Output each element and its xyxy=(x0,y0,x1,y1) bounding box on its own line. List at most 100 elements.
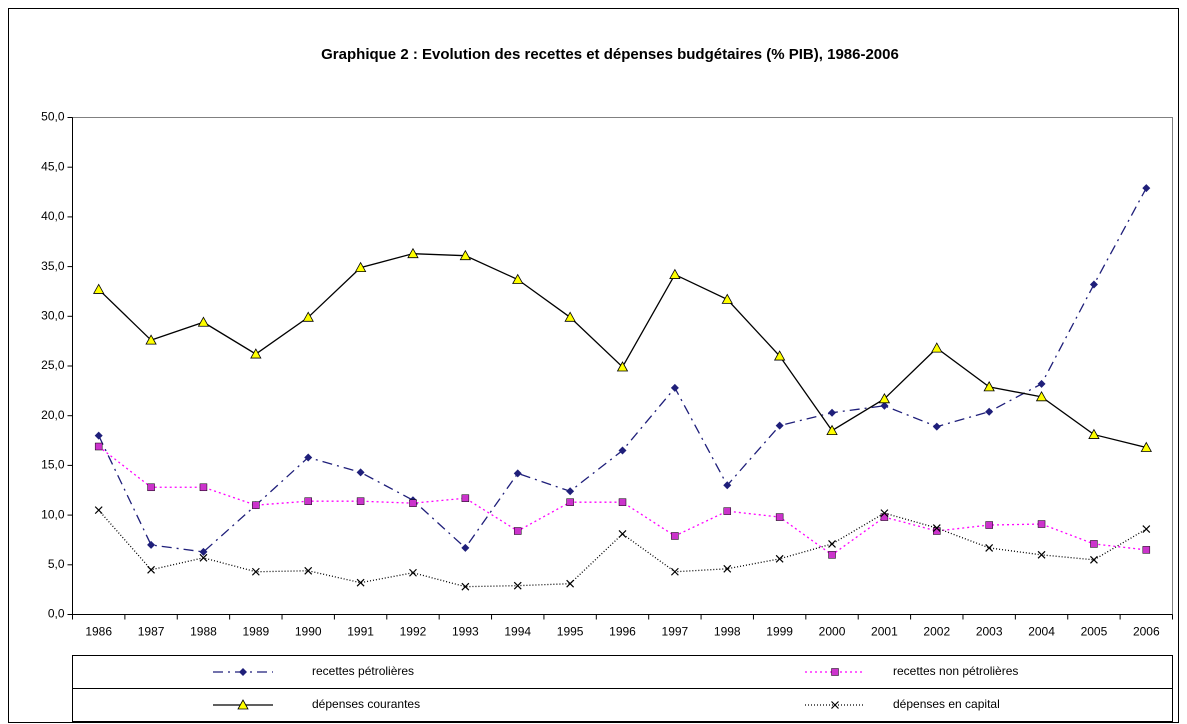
data-point xyxy=(1089,280,1098,289)
data-point xyxy=(1037,379,1046,388)
data-point xyxy=(147,565,155,574)
data-point xyxy=(618,530,627,538)
x-tick-label: 1986 xyxy=(85,625,112,639)
data-point xyxy=(461,582,470,591)
data-point xyxy=(304,566,313,575)
data-point xyxy=(670,567,679,576)
legend-label: recettes non pétrolières xyxy=(893,664,1018,678)
data-point xyxy=(199,553,208,562)
x-tick-label: 1994 xyxy=(504,625,531,639)
data-point xyxy=(356,497,365,505)
x-tick-label: 1993 xyxy=(452,625,479,639)
data-point xyxy=(409,568,417,577)
data-point xyxy=(932,524,941,532)
data-point xyxy=(94,431,103,440)
x-tick-label: 2005 xyxy=(1081,625,1108,639)
data-point xyxy=(564,311,576,322)
x-tick-label: 2000 xyxy=(819,625,846,639)
y-tick-label: 5,0 xyxy=(48,557,65,571)
data-point xyxy=(94,506,103,515)
data-point xyxy=(566,487,575,496)
y-tick-label: 45,0 xyxy=(41,159,65,173)
data-point xyxy=(147,540,156,549)
x-tick-label: 1991 xyxy=(347,625,374,639)
data-point xyxy=(828,408,837,417)
data-point xyxy=(880,509,889,518)
y-tick-label: 30,0 xyxy=(41,308,65,322)
x-tick-label: 1989 xyxy=(242,625,269,639)
data-point xyxy=(1090,540,1098,548)
x-tick-label: 1998 xyxy=(714,625,741,639)
data-point xyxy=(775,513,784,521)
data-point xyxy=(1140,441,1152,452)
x-tick-label: 2001 xyxy=(871,625,898,639)
data-point xyxy=(669,268,681,279)
y-tick-label: 15,0 xyxy=(41,458,65,472)
data-point xyxy=(461,543,470,552)
legend-marker xyxy=(237,699,249,710)
data-point xyxy=(1142,184,1151,193)
x-tick-label: 1997 xyxy=(662,625,689,639)
data-point xyxy=(773,350,786,361)
data-point xyxy=(93,283,105,294)
data-point xyxy=(304,497,312,505)
data-point xyxy=(513,527,522,535)
data-point xyxy=(302,311,314,322)
data-point xyxy=(775,554,784,563)
data-point xyxy=(983,381,995,392)
x-tick-label: 1996 xyxy=(609,625,636,639)
data-point xyxy=(671,532,679,540)
x-tick-label: 2004 xyxy=(1028,625,1055,639)
data-point xyxy=(723,564,732,573)
data-point xyxy=(1090,555,1098,564)
x-tick-label: 1992 xyxy=(400,625,427,639)
data-point xyxy=(828,540,836,548)
data-point xyxy=(985,521,993,529)
legend-marker xyxy=(831,668,839,676)
data-point xyxy=(407,247,419,259)
data-point xyxy=(931,342,943,353)
data-point xyxy=(304,453,313,462)
data-point xyxy=(409,499,417,507)
frame xyxy=(8,8,1179,723)
x-tick-label: 2003 xyxy=(976,625,1003,639)
legend-label: dépenses courantes xyxy=(312,697,420,711)
data-point xyxy=(354,261,367,272)
data-point xyxy=(461,494,470,502)
y-tick-label: 25,0 xyxy=(41,358,65,372)
x-tick-label: 1988 xyxy=(190,625,217,639)
legend-marker xyxy=(831,701,839,709)
data-point xyxy=(94,442,103,451)
data-point xyxy=(356,468,365,477)
data-point xyxy=(199,483,208,492)
data-point xyxy=(618,498,627,506)
data-point xyxy=(932,422,941,431)
data-point xyxy=(775,421,784,430)
data-point xyxy=(1035,390,1048,402)
data-point xyxy=(828,551,836,559)
x-tick-label: 1987 xyxy=(138,625,165,639)
data-point xyxy=(723,507,732,515)
data-point xyxy=(512,273,524,284)
legend-label: recettes pétrolières xyxy=(312,664,414,678)
data-point xyxy=(670,383,679,392)
y-tick-label: 50,0 xyxy=(41,110,65,124)
x-tick-label: 2002 xyxy=(923,625,950,639)
data-point xyxy=(1142,546,1151,554)
data-point xyxy=(1037,550,1046,559)
data-point xyxy=(721,293,733,304)
y-tick-label: 10,0 xyxy=(41,507,65,521)
data-point xyxy=(1088,428,1100,439)
data-point xyxy=(880,513,889,521)
data-point xyxy=(459,249,472,261)
x-tick-label: 1999 xyxy=(766,625,793,639)
y-tick-label: 20,0 xyxy=(41,408,65,422)
data-point xyxy=(513,581,522,590)
legend-label: dépenses en capital xyxy=(893,697,1000,711)
data-point xyxy=(197,316,210,327)
chart-title: Graphique 2 : Evolution des recettes et … xyxy=(321,46,899,63)
data-point xyxy=(566,498,574,506)
data-point xyxy=(985,543,994,552)
